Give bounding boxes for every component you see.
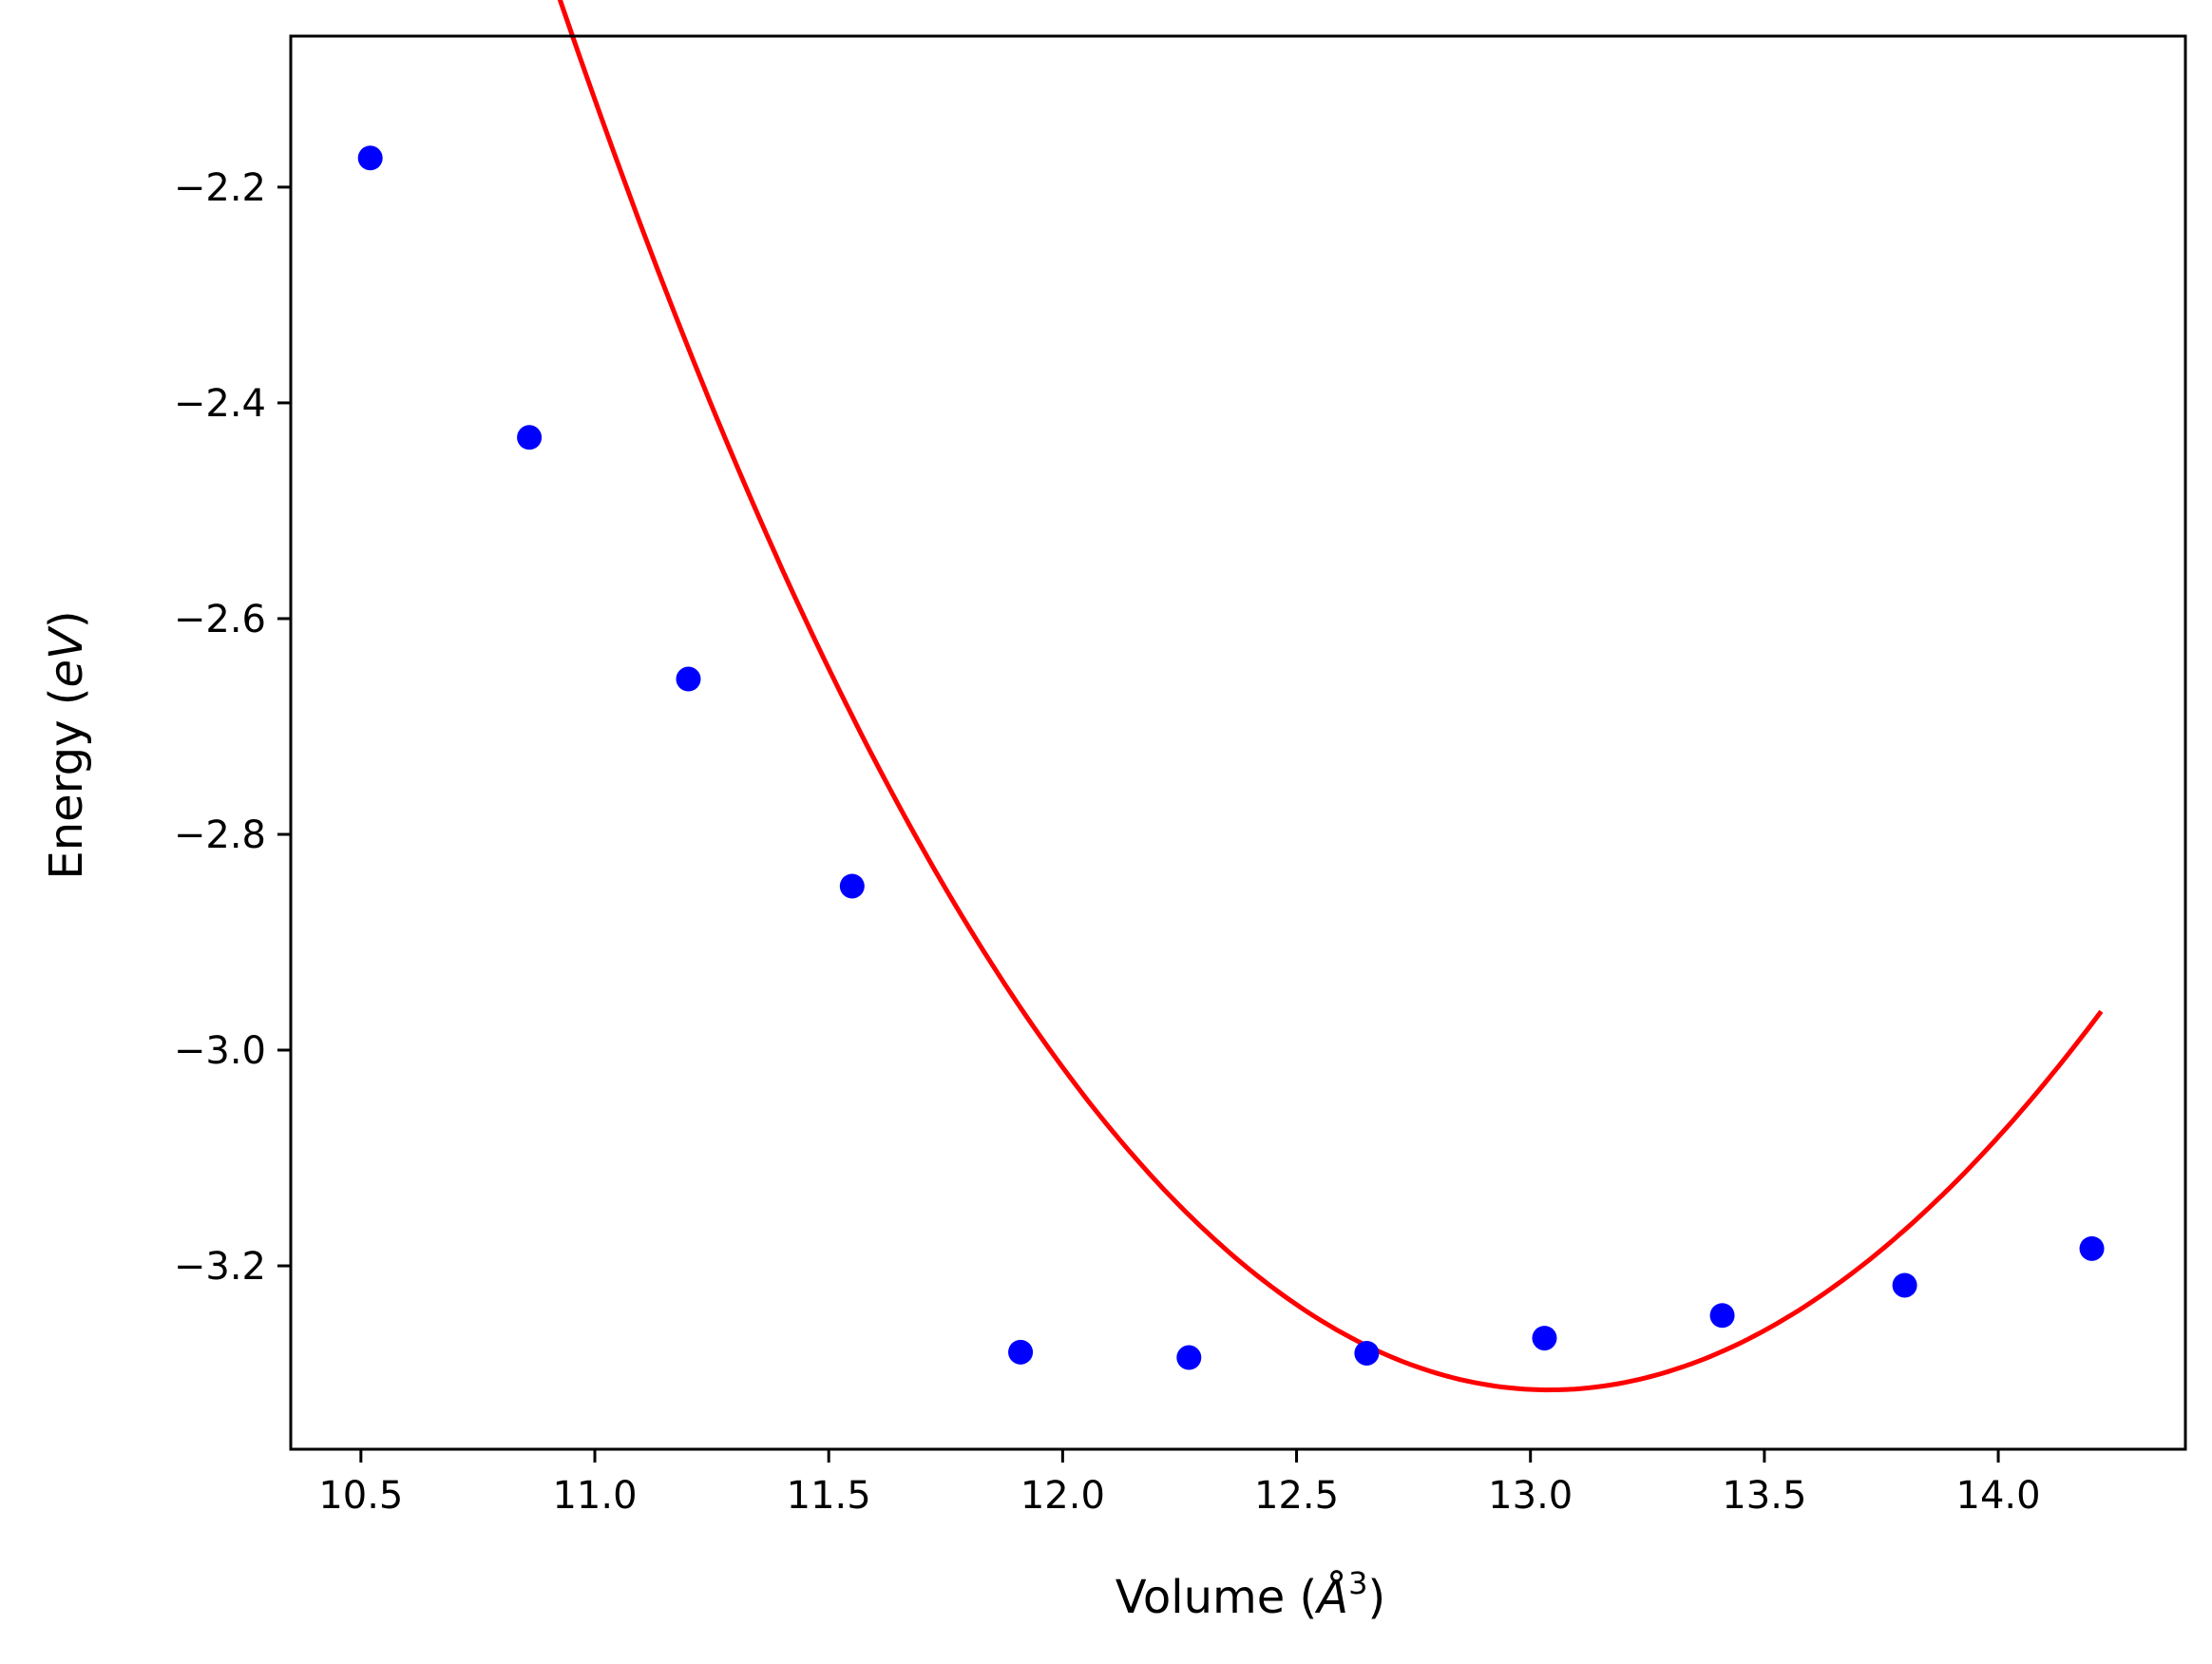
chart-svg: 10.5 11.0 11.5 12.0 12.5 13.0 13.5 14.0 −2.2 −2.4…: [0, 0, 2212, 1660]
x-tick-label: 11.5: [787, 1474, 871, 1518]
chart: 10.5 11.0 11.5 12.0 12.5 13.0 13.5 14.0 −2.2 −2.4…: [0, 0, 2212, 1660]
x-tick-label: 10.5: [318, 1474, 403, 1518]
x-tick-label: 12.0: [1020, 1474, 1105, 1518]
y-axis-label: Energy (eV): [40, 610, 93, 879]
data-point: [517, 425, 542, 449]
x-tick-label: 13.0: [1488, 1474, 1573, 1518]
data-point: [840, 873, 865, 898]
data-point: [1893, 1272, 1917, 1297]
data-point: [676, 667, 700, 692]
data-point: [1532, 1326, 1556, 1350]
x-tick-label: 14.0: [1956, 1474, 2041, 1518]
data-point: [2080, 1236, 2105, 1261]
y-tick-label: −3.2: [174, 1245, 266, 1289]
y-tick-label: −2.4: [174, 382, 266, 426]
data-point: [1176, 1346, 1201, 1370]
x-tick-label: 13.5: [1722, 1474, 1806, 1518]
x-tick-label: 11.0: [552, 1474, 637, 1518]
y-tick-label: −2.8: [174, 813, 266, 857]
y-tick-label: −2.2: [174, 166, 266, 210]
x-axis-label: Volume (Å3): [1116, 1565, 1385, 1624]
data-point: [1008, 1340, 1033, 1365]
x-tick-label: 12.5: [1254, 1474, 1339, 1518]
figure-background: [0, 0, 2212, 1660]
data-point: [1710, 1303, 1735, 1328]
data-point: [1354, 1341, 1379, 1366]
y-tick-label: −3.0: [174, 1029, 266, 1073]
data-point: [358, 145, 383, 170]
y-tick-label: −2.6: [174, 598, 266, 641]
